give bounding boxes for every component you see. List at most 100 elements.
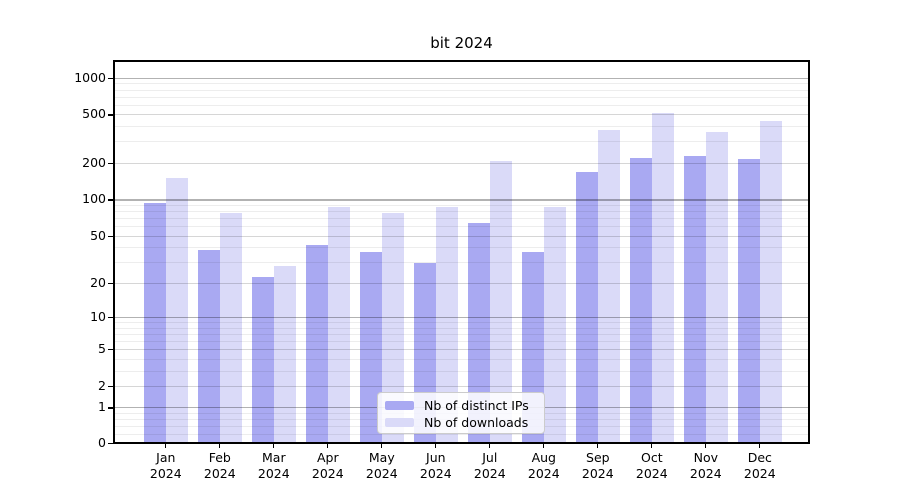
bar-ips-nov <box>684 155 706 443</box>
bar-ips-oct <box>630 158 652 443</box>
bar-downloads-sep <box>597 130 620 443</box>
y-gridline-300 <box>113 141 810 143</box>
legend-item-downloads: Nb of downloads <box>385 414 544 431</box>
y-gridline-50 <box>113 235 810 237</box>
x-tick-label-may: May 2024 <box>365 450 398 481</box>
legend-item-distinct-ips: Nb of distinct IPs <box>385 397 544 414</box>
bar-downloads-jul <box>489 160 512 443</box>
legend-swatch-downloads-icon <box>385 417 414 428</box>
y-gridline-80 <box>113 211 810 212</box>
y-tick-label-200: 200 <box>82 154 106 170</box>
bar-ips-may <box>360 251 382 443</box>
y-gridline-40 <box>113 247 810 249</box>
y-tick-mark-100 <box>108 199 113 201</box>
bar-downloads-oct <box>651 113 674 443</box>
y-gridline-400 <box>113 126 810 128</box>
y-tick-label-100: 100 <box>82 191 106 207</box>
x-tick-label-feb: Feb 2024 <box>203 450 236 481</box>
y-tick-mark-2 <box>108 385 113 388</box>
plot-spine-top <box>113 60 810 62</box>
y-gridline-1000 <box>113 77 810 79</box>
chart-title: bit 2024 <box>430 34 493 52</box>
bar-ips-apr <box>306 244 328 443</box>
y-tick-label-50: 50 <box>90 227 106 243</box>
bar-downloads-aug <box>543 206 566 443</box>
y-tick-label-0: 0 <box>98 435 106 450</box>
x-tick-label-apr: Apr 2024 <box>311 450 344 481</box>
x-tick-mark-sep <box>597 444 599 448</box>
bar-ips-mar <box>252 276 274 443</box>
x-tick-label-mar: Mar 2024 <box>257 450 290 481</box>
y-tick-label-1000: 1000 <box>74 69 106 85</box>
x-tick-mark-may <box>381 444 383 448</box>
x-tick-mark-dec <box>759 444 761 448</box>
y-gridline-7 <box>113 333 810 335</box>
x-tick-mark-jan <box>165 444 167 448</box>
y-gridline-70 <box>113 218 810 219</box>
bar-downloads-apr <box>327 207 350 443</box>
y-gridline-30 <box>113 261 810 263</box>
y-gridline-6 <box>113 340 810 342</box>
y-gridline-800 <box>113 89 810 91</box>
y-gridline-5 <box>113 349 810 350</box>
y-tick-label-1: 1 <box>98 399 106 415</box>
y-tick-mark-500 <box>108 114 113 116</box>
x-tick-mark-mar <box>273 444 275 448</box>
x-tick-label-nov: Nov 2024 <box>689 450 722 481</box>
y-tick-label-5: 5 <box>98 341 106 356</box>
y-tick-mark-1000 <box>108 77 113 79</box>
y-gridline-8 <box>113 327 810 329</box>
y-gridline-3 <box>113 370 810 372</box>
bar-downloads-jan <box>165 178 188 443</box>
y-gridline-60 <box>113 226 810 227</box>
x-tick-label-jan: Jan 2024 <box>149 450 182 481</box>
x-tick-mark-jul <box>489 444 491 448</box>
legend-swatch-distinct-ips-icon <box>385 400 414 411</box>
x-tick-mark-apr <box>327 444 329 448</box>
y-gridline-10 <box>113 316 810 319</box>
y-tick-mark-20 <box>108 282 113 284</box>
bar-downloads-dec <box>759 120 782 443</box>
bar-ips-dec <box>738 158 760 443</box>
bar-ips-sep <box>576 171 598 443</box>
x-tick-label-oct: Oct 2024 <box>635 450 668 481</box>
y-gridline-500 <box>113 114 810 116</box>
x-tick-mark-oct <box>651 444 653 448</box>
bar-ips-jul <box>468 223 490 443</box>
y-gridline-600 <box>113 104 810 106</box>
x-tick-label-jul: Jul 2024 <box>473 450 506 481</box>
x-tick-mark-feb <box>219 444 221 448</box>
x-tick-mark-aug <box>543 444 545 448</box>
y-tick-label-500: 500 <box>82 106 106 122</box>
bar-downloads-jun <box>435 207 458 443</box>
y-tick-mark-10 <box>108 316 113 319</box>
legend-label-downloads: Nb of downloads <box>424 415 529 430</box>
y-tick-label-20: 20 <box>90 274 106 290</box>
y-gridline-90 <box>113 204 810 206</box>
x-tick-mark-nov <box>705 444 707 448</box>
y-tick-mark-50 <box>108 235 113 237</box>
y-gridline-9 <box>113 321 810 323</box>
bar-downloads-may <box>381 212 404 443</box>
y-gridline-0_2 <box>113 434 810 436</box>
legend: Nb of distinct IPs Nb of downloads <box>377 392 545 434</box>
y-tick-label-10: 10 <box>90 308 106 324</box>
y-gridline-2 <box>113 385 810 387</box>
plot-spine-right <box>808 60 810 444</box>
y-gridline-20 <box>113 282 810 284</box>
x-tick-label-aug: Aug 2024 <box>527 450 560 481</box>
y-tick-mark-200 <box>108 162 113 165</box>
legend-label-distinct-ips: Nb of distinct IPs <box>424 398 529 413</box>
plot-spine-bottom <box>113 442 810 444</box>
bar-downloads-feb <box>219 212 242 443</box>
y-gridline-900 <box>113 83 810 85</box>
x-tick-label-dec: Dec 2024 <box>743 450 776 481</box>
y-tick-label-2: 2 <box>98 377 106 393</box>
y-gridline-100 <box>113 199 810 201</box>
y-gridline-4 <box>113 358 810 360</box>
x-tick-label-jun: Jun 2024 <box>419 450 452 481</box>
plot-spine-left <box>113 60 115 444</box>
y-tick-mark-5 <box>108 349 113 351</box>
plot-area <box>113 60 810 444</box>
bar-downloads-nov <box>705 132 728 443</box>
